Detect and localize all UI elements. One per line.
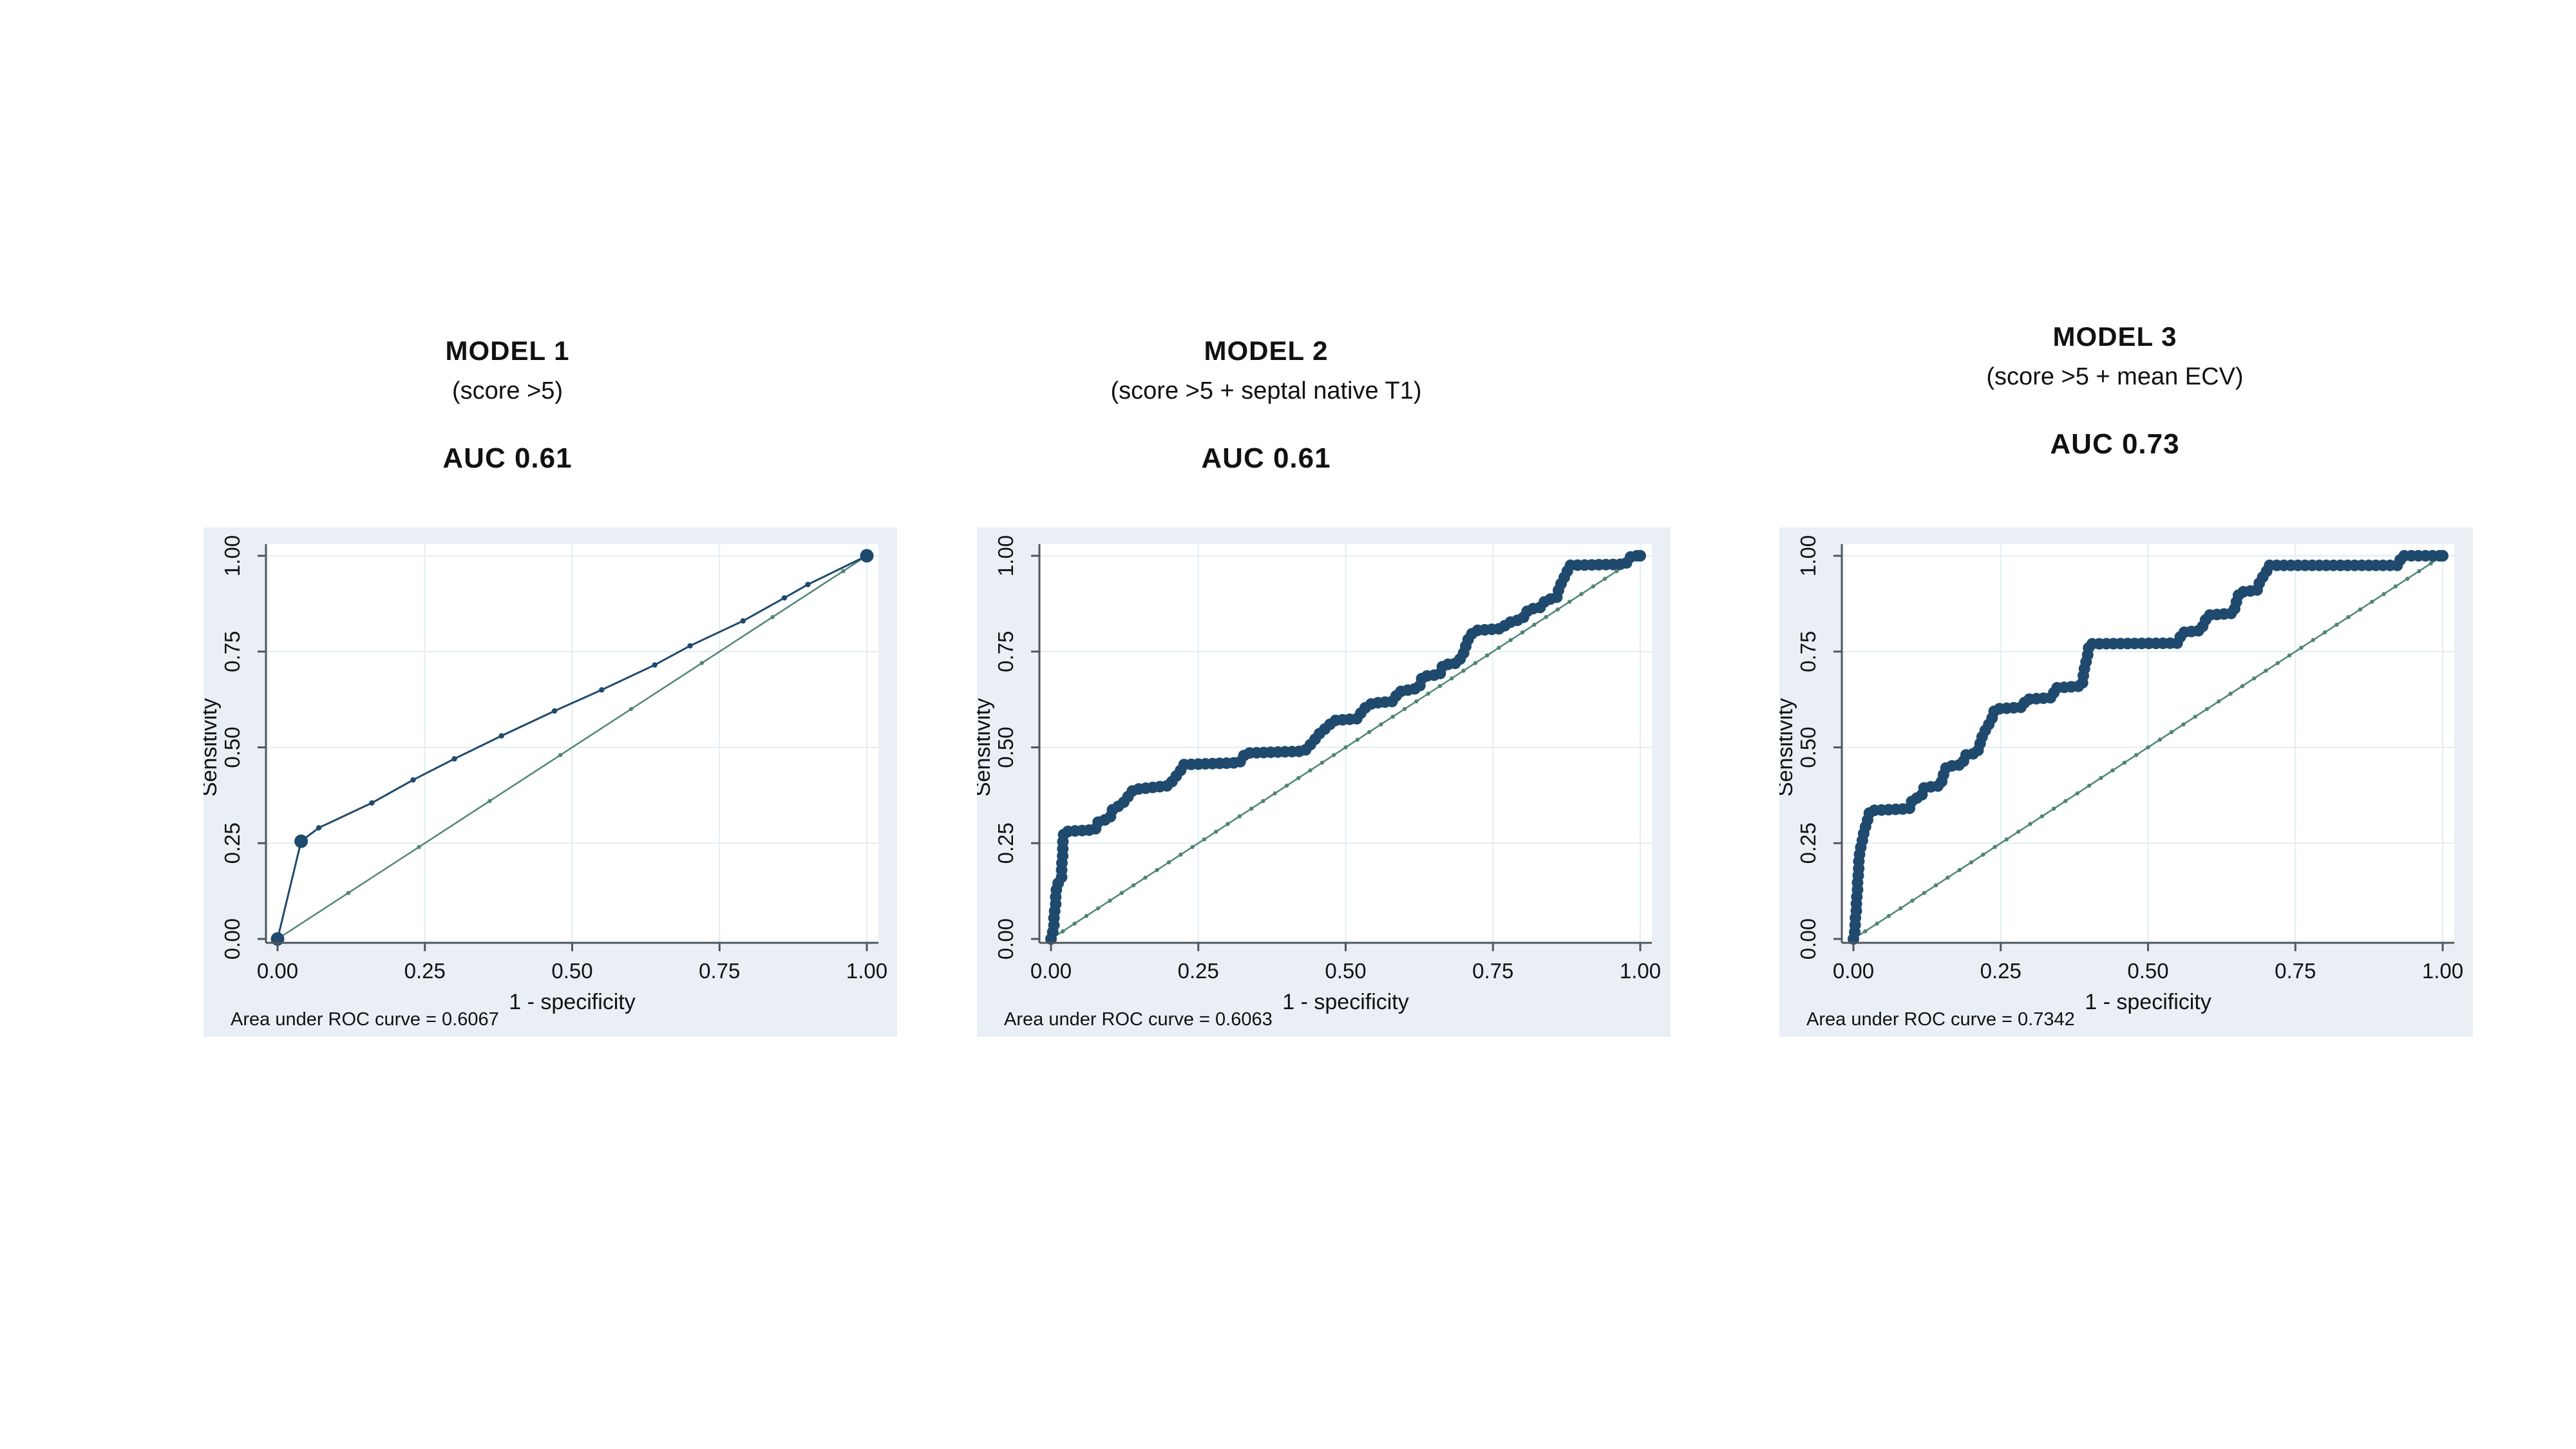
x-tick-label: 0.75 xyxy=(699,959,740,983)
reference-line xyxy=(1853,554,2443,940)
y-tick-label: 0.25 xyxy=(220,822,244,864)
y-axis-title: Sensitivity xyxy=(977,698,995,797)
gridlines xyxy=(1842,544,2454,943)
roc-chart-model-2: 0.00 0.25 0.50 0.75 1.00 0.00 0.25 0.50 0.75 1.00… xyxy=(977,535,1661,1030)
x-tick-label: 0.75 xyxy=(2275,959,2316,983)
chart1-model-title: MODEL 1 xyxy=(445,336,570,366)
y-tick-label: 1.00 xyxy=(1796,535,1820,576)
y-tick-label: 1.00 xyxy=(220,535,244,576)
x-tick-label: 0.00 xyxy=(257,959,298,983)
y-tick-label: 0.00 xyxy=(1796,918,1820,960)
axes xyxy=(1031,544,1652,951)
chart2-auc-heading: AUC 0.61 xyxy=(1201,442,1331,474)
chart3-model-title: MODEL 3 xyxy=(2052,321,2177,352)
y-tick-label: 0.00 xyxy=(220,918,244,960)
chart2-model-subtitle: (score >5 + septal native T1) xyxy=(1110,377,1422,404)
chart3-title-block: MODEL 3 (score >5 + mean ECV) AUC 0.73 xyxy=(1799,321,2430,461)
x-tick-label: 0.00 xyxy=(1833,959,1874,983)
x-tick-label: 1.00 xyxy=(1620,959,1661,983)
x-tick-label: 0.75 xyxy=(1472,959,1513,983)
roc-chart-model-1: 0.00 0.25 0.50 0.75 1.00 0.00 0.25 0.50 0.75 1.00… xyxy=(204,535,887,1030)
x-tick-label: 0.50 xyxy=(1325,959,1366,983)
reference-line xyxy=(277,554,867,940)
tick-labels: 0.00 0.25 0.50 0.75 1.00 0.00 0.25 0.50 0.75 1.00 xyxy=(220,535,887,983)
reference-line xyxy=(1050,554,1641,940)
tick-labels: 0.00 0.25 0.50 0.75 1.00 0.00 0.25 0.50 0.75 1.00 xyxy=(994,535,1661,983)
tick-labels: 0.00 0.25 0.50 0.75 1.00 0.00 0.25 0.50 0.75 1.00 xyxy=(1796,535,2463,983)
x-tick-label: 0.00 xyxy=(1030,959,1072,983)
y-tick-label: 0.50 xyxy=(220,726,244,768)
x-tick-label: 0.25 xyxy=(1980,959,2022,983)
y-tick-label: 0.75 xyxy=(220,631,244,672)
y-tick-label: 0.50 xyxy=(1796,726,1820,768)
roc-panel-model-2: 0.00 0.25 0.50 0.75 1.00 0.00 0.25 0.50 0.75 1.00… xyxy=(977,527,1671,1037)
y-tick-label: 0.00 xyxy=(994,918,1018,960)
x-tick-label: 1.00 xyxy=(846,959,887,983)
gridlines xyxy=(1039,544,1652,943)
roc-panel-model-1: 0.00 0.25 0.50 0.75 1.00 0.00 0.25 0.50 0.75 1.00… xyxy=(204,527,897,1037)
chart2-title-block: MODEL 2 (score >5 + septal native T1) AU… xyxy=(951,335,1582,475)
x-axis-title: 1 - specificity xyxy=(1282,990,1409,1014)
x-tick-label: 0.25 xyxy=(1178,959,1219,983)
y-tick-label: 0.25 xyxy=(1796,822,1820,864)
roc-curve xyxy=(1045,550,1646,945)
y-tick-label: 0.75 xyxy=(994,631,1018,672)
auc-footnote: Area under ROC curve = 0.6067 xyxy=(231,1009,499,1030)
roc-curve xyxy=(1848,550,2448,945)
axes xyxy=(258,544,878,951)
x-axis-title: 1 - specificity xyxy=(2085,990,2211,1014)
x-tick-label: 1.00 xyxy=(2422,959,2463,983)
y-tick-label: 0.25 xyxy=(994,822,1018,864)
chart3-auc-heading: AUC 0.73 xyxy=(2050,428,2180,460)
x-tick-label: 0.50 xyxy=(2127,959,2168,983)
roc-curve xyxy=(270,549,874,946)
x-axis-title: 1 - specificity xyxy=(509,990,636,1014)
y-axis-title: Sensitivity xyxy=(1779,698,1797,797)
y-axis-title: Sensitivity xyxy=(204,698,222,797)
chart1-model-subtitle: (score >5) xyxy=(451,377,564,404)
y-tick-label: 0.50 xyxy=(994,726,1018,768)
roc-chart-model-3: 0.00 0.25 0.50 0.75 1.00 0.00 0.25 0.50 0.75 1.00… xyxy=(1779,535,2463,1030)
chart1-auc-heading: AUC 0.61 xyxy=(442,442,573,474)
y-tick-label: 0.75 xyxy=(1796,631,1820,672)
y-tick-label: 1.00 xyxy=(994,535,1018,576)
chart2-model-title: MODEL 2 xyxy=(1204,336,1329,366)
auc-footnote: Area under ROC curve = 0.7342 xyxy=(1806,1009,2075,1030)
chart3-model-subtitle: (score >5 + mean ECV) xyxy=(1986,363,2244,390)
axes xyxy=(1833,544,2454,951)
chart1-title-block: MODEL 1 (score >5) AUC 0.61 xyxy=(192,335,823,475)
auc-footnote: Area under ROC curve = 0.6063 xyxy=(1004,1009,1273,1030)
roc-panel-model-3: 0.00 0.25 0.50 0.75 1.00 0.00 0.25 0.50 0.75 1.00… xyxy=(1779,527,2473,1037)
x-tick-label: 0.25 xyxy=(404,959,446,983)
x-tick-label: 0.50 xyxy=(551,959,592,983)
